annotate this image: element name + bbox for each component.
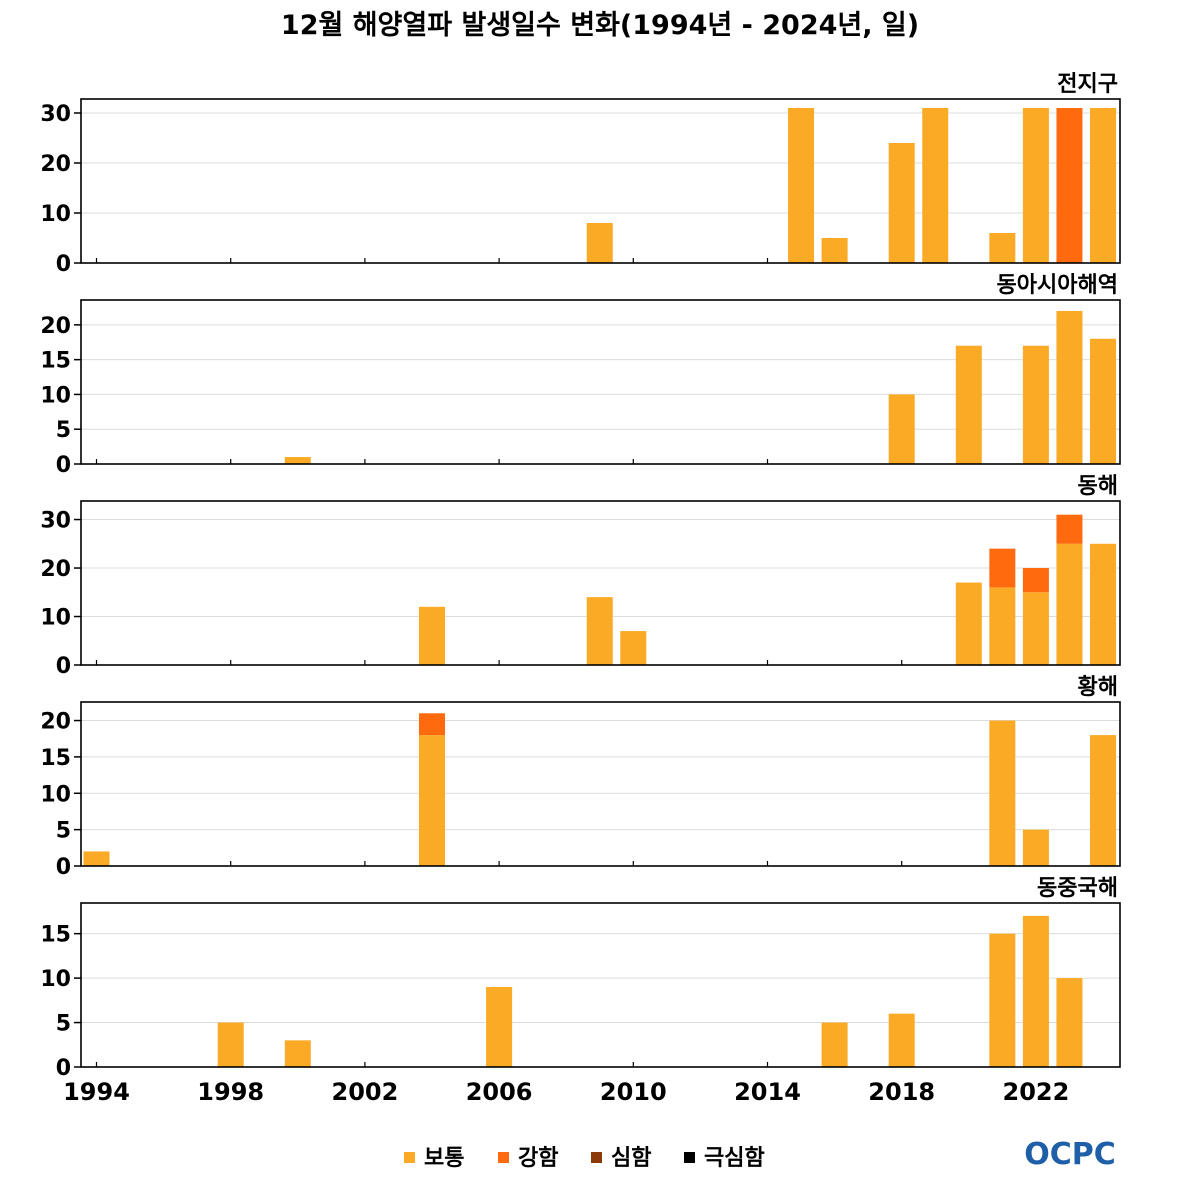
legend-label-moderate: 보통 [424, 1146, 464, 1171]
bar-moderate-2022 [1022, 345, 1049, 464]
panel-region-label: 동중국해 [1037, 876, 1118, 901]
bar-strong-2021 [989, 548, 1016, 588]
bar-moderate-2022 [1022, 915, 1049, 1067]
x-tick-label: 2018 [868, 1078, 935, 1106]
bar-moderate-2009 [586, 597, 613, 665]
panel-frame [80, 98, 1121, 264]
panel-frame [80, 299, 1121, 465]
panel-frame [80, 902, 1121, 1068]
bar-moderate-2023 [1056, 310, 1083, 464]
bar-moderate-2016 [821, 1022, 848, 1067]
bar-moderate-2009 [586, 223, 613, 263]
bar-moderate-1994 [83, 851, 110, 866]
bar-moderate-2024 [1090, 338, 1116, 464]
bar-moderate-2024 [1090, 108, 1116, 263]
y-tick-label: 5 [56, 819, 71, 844]
y-tick-label: 10 [40, 606, 71, 631]
bar-moderate-2018 [888, 394, 915, 464]
y-tick-label: 0 [56, 252, 71, 277]
y-tick-label: 5 [56, 418, 71, 443]
panel-frame [80, 701, 1121, 867]
y-tick-label: 20 [40, 314, 71, 339]
y-tick-label: 5 [56, 1012, 71, 1037]
x-tick-label: 2014 [734, 1078, 801, 1106]
bar-moderate-2023 [1056, 978, 1083, 1067]
y-tick-label: 0 [56, 1056, 71, 1081]
panel-2: 동해 0 10 20 30 [40, 474, 1121, 679]
bar-moderate-2024 [1090, 543, 1116, 665]
y-tick-label: 10 [40, 782, 71, 807]
panel-region-label: 전지구 [1057, 72, 1118, 97]
y-tick-label: 10 [40, 383, 71, 408]
bar-moderate-2018 [888, 143, 915, 263]
legend-swatch-moderate [404, 1152, 415, 1163]
bar-moderate-2000 [284, 457, 311, 464]
y-tick-label: 0 [56, 855, 71, 880]
y-tick-label: 20 [40, 152, 71, 177]
bar-moderate-2023 [1056, 543, 1083, 665]
bar-moderate-1998 [217, 1022, 244, 1067]
y-tick-label: 0 [56, 654, 71, 679]
bar-moderate-2010 [620, 631, 647, 665]
bar-moderate-2024 [1090, 735, 1116, 866]
bar-moderate-2016 [821, 238, 848, 263]
panel-region-label: 동아시아해역 [997, 273, 1118, 298]
x-tick-label: 2010 [600, 1078, 667, 1106]
panel-frame [80, 500, 1121, 666]
legend-label-extreme: 극심함 [704, 1146, 765, 1171]
ocpc-logo-text: OCPC [1024, 1137, 1116, 1172]
chart-legend: 보통 강함 심함 극심함 [404, 1146, 765, 1171]
x-tick-label: 2006 [466, 1078, 533, 1106]
bar-moderate-2021 [989, 933, 1016, 1067]
bar-moderate-2015 [788, 108, 815, 263]
bar-strong-2023 [1056, 108, 1083, 263]
legend-label-strong: 강함 [518, 1146, 558, 1171]
bar-moderate-2021 [989, 587, 1016, 665]
bar-strong-2023 [1056, 514, 1083, 544]
y-tick-label: 20 [40, 710, 71, 735]
y-tick-label: 30 [40, 102, 71, 127]
x-tick-label: 1994 [63, 1078, 130, 1106]
legend-swatch-extreme [684, 1152, 695, 1163]
legend-label-severe: 심함 [611, 1146, 651, 1171]
x-tick-label: 1998 [197, 1078, 264, 1106]
ocpc-logo: OCPC [1024, 1137, 1116, 1172]
y-tick-label: 10 [40, 202, 71, 227]
bar-moderate-2020 [955, 345, 982, 464]
bar-moderate-2006 [486, 987, 513, 1067]
bar-moderate-2022 [1022, 592, 1049, 665]
panel-1: 동아시아해역 0 5 10 15 20 [40, 273, 1121, 478]
bar-moderate-2022 [1022, 108, 1049, 263]
y-tick-label: 0 [56, 453, 71, 478]
panels-layer: 전지구 0 10 20 30 동아시아해역 0 5 10 15 20 동해 0 10 20 30 황해 0 5 10 1… [40, 72, 1121, 1106]
panel-region-label: 동해 [1078, 474, 1118, 499]
bar-moderate-2021 [989, 720, 1016, 866]
legend-swatch-strong [498, 1152, 509, 1163]
bar-moderate-2022 [1022, 829, 1049, 866]
y-tick-label: 15 [40, 349, 71, 374]
bar-moderate-2021 [989, 233, 1016, 263]
panel-region-label: 황해 [1078, 675, 1118, 700]
y-tick-label: 15 [40, 923, 71, 948]
panel-4: 동중국해 0 5 10 15 [40, 876, 1121, 1081]
y-tick-label: 30 [40, 509, 71, 534]
bar-moderate-2020 [955, 582, 982, 665]
bar-moderate-2000 [284, 1040, 311, 1067]
bar-moderate-2019 [922, 108, 949, 263]
bar-moderate-2004 [419, 606, 445, 665]
y-tick-label: 10 [40, 967, 71, 992]
y-tick-label: 20 [40, 557, 71, 582]
bar-moderate-2018 [888, 1013, 915, 1067]
y-tick-label: 15 [40, 746, 71, 771]
panel-3: 황해 0 5 10 15 20 [40, 675, 1121, 880]
bar-moderate-2004 [419, 735, 445, 866]
x-tick-label: 2022 [1003, 1078, 1070, 1106]
x-tick-label: 2002 [332, 1078, 399, 1106]
bar-strong-2022 [1022, 568, 1049, 593]
panel-0: 전지구 0 10 20 30 [40, 72, 1121, 277]
bar-strong-2004 [419, 713, 445, 736]
legend-swatch-severe [591, 1152, 602, 1163]
chart-title: 12월 해양열파 발생일수 변화(1994년 - 2024년, 일) [281, 10, 919, 41]
